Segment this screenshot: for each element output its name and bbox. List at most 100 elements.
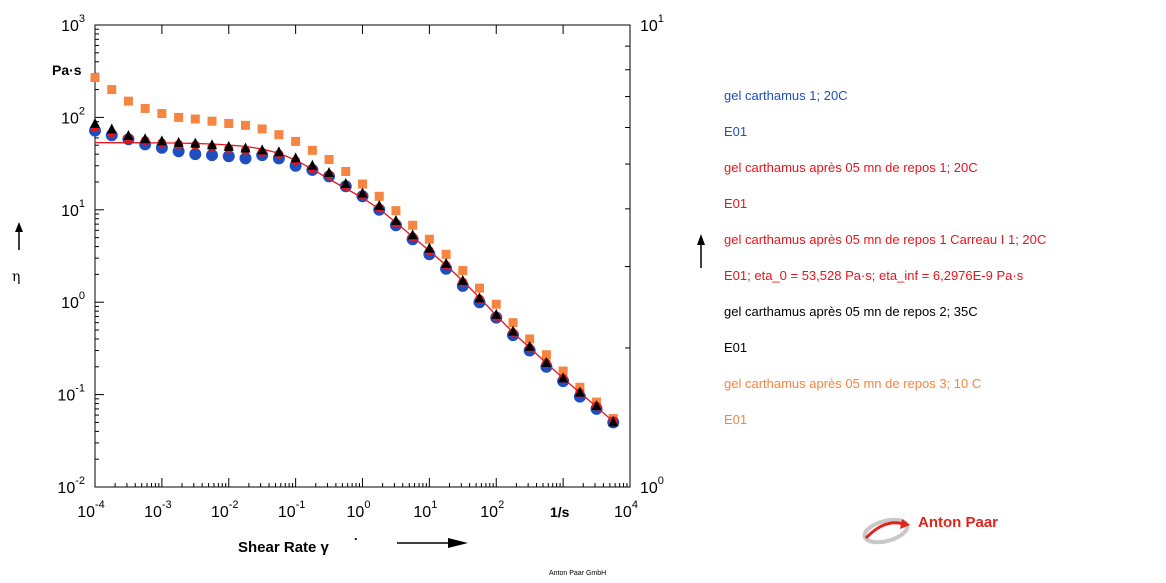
legend-entry: gel carthamus après 05 mn de repos 1; 20… — [724, 160, 978, 175]
data-point — [408, 220, 418, 230]
y-tick-label: 10-2 — [57, 475, 85, 497]
data-point — [441, 249, 451, 259]
data-point — [558, 372, 569, 383]
y2-tick-label: 101 — [640, 13, 664, 35]
x-tick-label: 10-3 — [144, 499, 172, 521]
legend-entry: gel carthamus après 05 mn de repos 2; 35… — [724, 304, 978, 319]
data-point — [391, 206, 401, 216]
data-point — [541, 350, 551, 360]
y-tick-label: 103 — [61, 13, 85, 35]
data-point — [324, 155, 334, 165]
data-point — [307, 145, 317, 155]
x-tick-label: 100 — [347, 499, 371, 521]
series-3 — [94, 141, 614, 423]
data-point — [357, 187, 368, 198]
series-4 — [90, 117, 619, 427]
data-point — [574, 386, 585, 397]
brand-name: Anton Paar — [918, 514, 999, 531]
data-point — [274, 130, 284, 140]
data-point — [291, 136, 301, 146]
data-point — [224, 118, 234, 128]
legend-entry: gel carthamus après 05 mn de repos 3; 10… — [724, 376, 982, 391]
data-point — [474, 292, 485, 303]
data-point — [90, 117, 100, 128]
data-point — [140, 133, 151, 144]
y-tick-label: 102 — [61, 105, 85, 127]
y-axis-label: η — [12, 269, 20, 285]
data-point — [239, 152, 252, 165]
data-point — [207, 116, 217, 126]
data-point — [324, 167, 335, 178]
data-point — [525, 334, 535, 344]
legend-entry: E01 — [724, 124, 748, 139]
y2-tick-label: 100 — [640, 475, 664, 497]
data-point — [491, 299, 501, 309]
data-point — [407, 229, 418, 240]
data-point — [107, 85, 117, 95]
x-axis-ticks: 10-4 10-3 10-2 10-1 100 101 102 104 — [77, 25, 638, 521]
series-layer — [89, 73, 620, 429]
anton-paar-logo — [862, 517, 910, 545]
series-2 — [90, 122, 618, 426]
x-tick-label: 102 — [480, 499, 504, 521]
legend: gel carthamus 1; 20C E01 gel carthamus apr… — [724, 88, 1046, 448]
y-axis-ticks: 10-2 10-1 100 101 102 103 — [57, 13, 104, 497]
legend-entry: E01 — [724, 412, 748, 427]
data-point — [223, 140, 234, 151]
data-point — [290, 152, 301, 163]
data-point — [222, 150, 235, 163]
data-point — [140, 103, 150, 113]
legend-entry: E01 — [724, 340, 748, 355]
data-point — [424, 242, 435, 253]
data-point — [106, 123, 117, 134]
y2-axis-ticks: 100 101 — [621, 13, 664, 497]
data-point — [374, 199, 385, 210]
x-tick-label: 10-1 — [278, 499, 306, 521]
data-point — [240, 142, 251, 153]
data-point — [123, 96, 133, 106]
data-point — [358, 179, 367, 189]
data-point — [240, 120, 250, 130]
x-axis-arrow — [397, 538, 468, 548]
data-point — [475, 283, 485, 293]
company-footer: Anton Paar GmbH — [549, 570, 607, 577]
data-point — [341, 166, 351, 176]
data-point — [307, 159, 318, 170]
data-point — [206, 149, 219, 162]
data-point — [458, 266, 468, 276]
y-axis-arrow — [15, 222, 23, 250]
data-point — [257, 144, 268, 155]
data-point — [524, 340, 535, 351]
data-point — [508, 318, 518, 328]
y-tick-label: 10-1 — [57, 383, 85, 405]
data-point — [190, 137, 201, 148]
fit-line — [94, 141, 614, 423]
data-point — [174, 112, 184, 122]
data-point — [608, 416, 619, 427]
data-point — [190, 114, 200, 124]
data-point — [257, 124, 267, 134]
data-point — [541, 356, 552, 367]
x-tick-label: 101 — [413, 499, 437, 521]
x-tick-label: 10-2 — [211, 499, 239, 521]
data-point — [424, 234, 434, 244]
data-point — [189, 148, 202, 161]
data-point — [340, 178, 351, 189]
legend-entry: gel carthamus après 05 mn de repos 1 Car… — [724, 232, 1047, 247]
data-point — [207, 139, 218, 150]
data-point — [558, 366, 568, 376]
data-point — [441, 257, 452, 268]
x-axis-label-dot: . — [354, 528, 358, 543]
data-point — [90, 73, 100, 83]
data-point — [390, 214, 401, 225]
y-unit-label: Pa·s — [52, 62, 82, 78]
plot-area — [94, 24, 631, 488]
data-point — [156, 135, 167, 146]
y-tick-label: 100 — [61, 290, 85, 312]
series-5 — [90, 73, 618, 424]
legend-entry: gel carthamus 1; 20C — [724, 88, 848, 103]
x-axis-label: Shear Rate γ — [238, 539, 330, 556]
data-point — [507, 325, 518, 336]
y2-axis-arrow — [697, 234, 705, 268]
